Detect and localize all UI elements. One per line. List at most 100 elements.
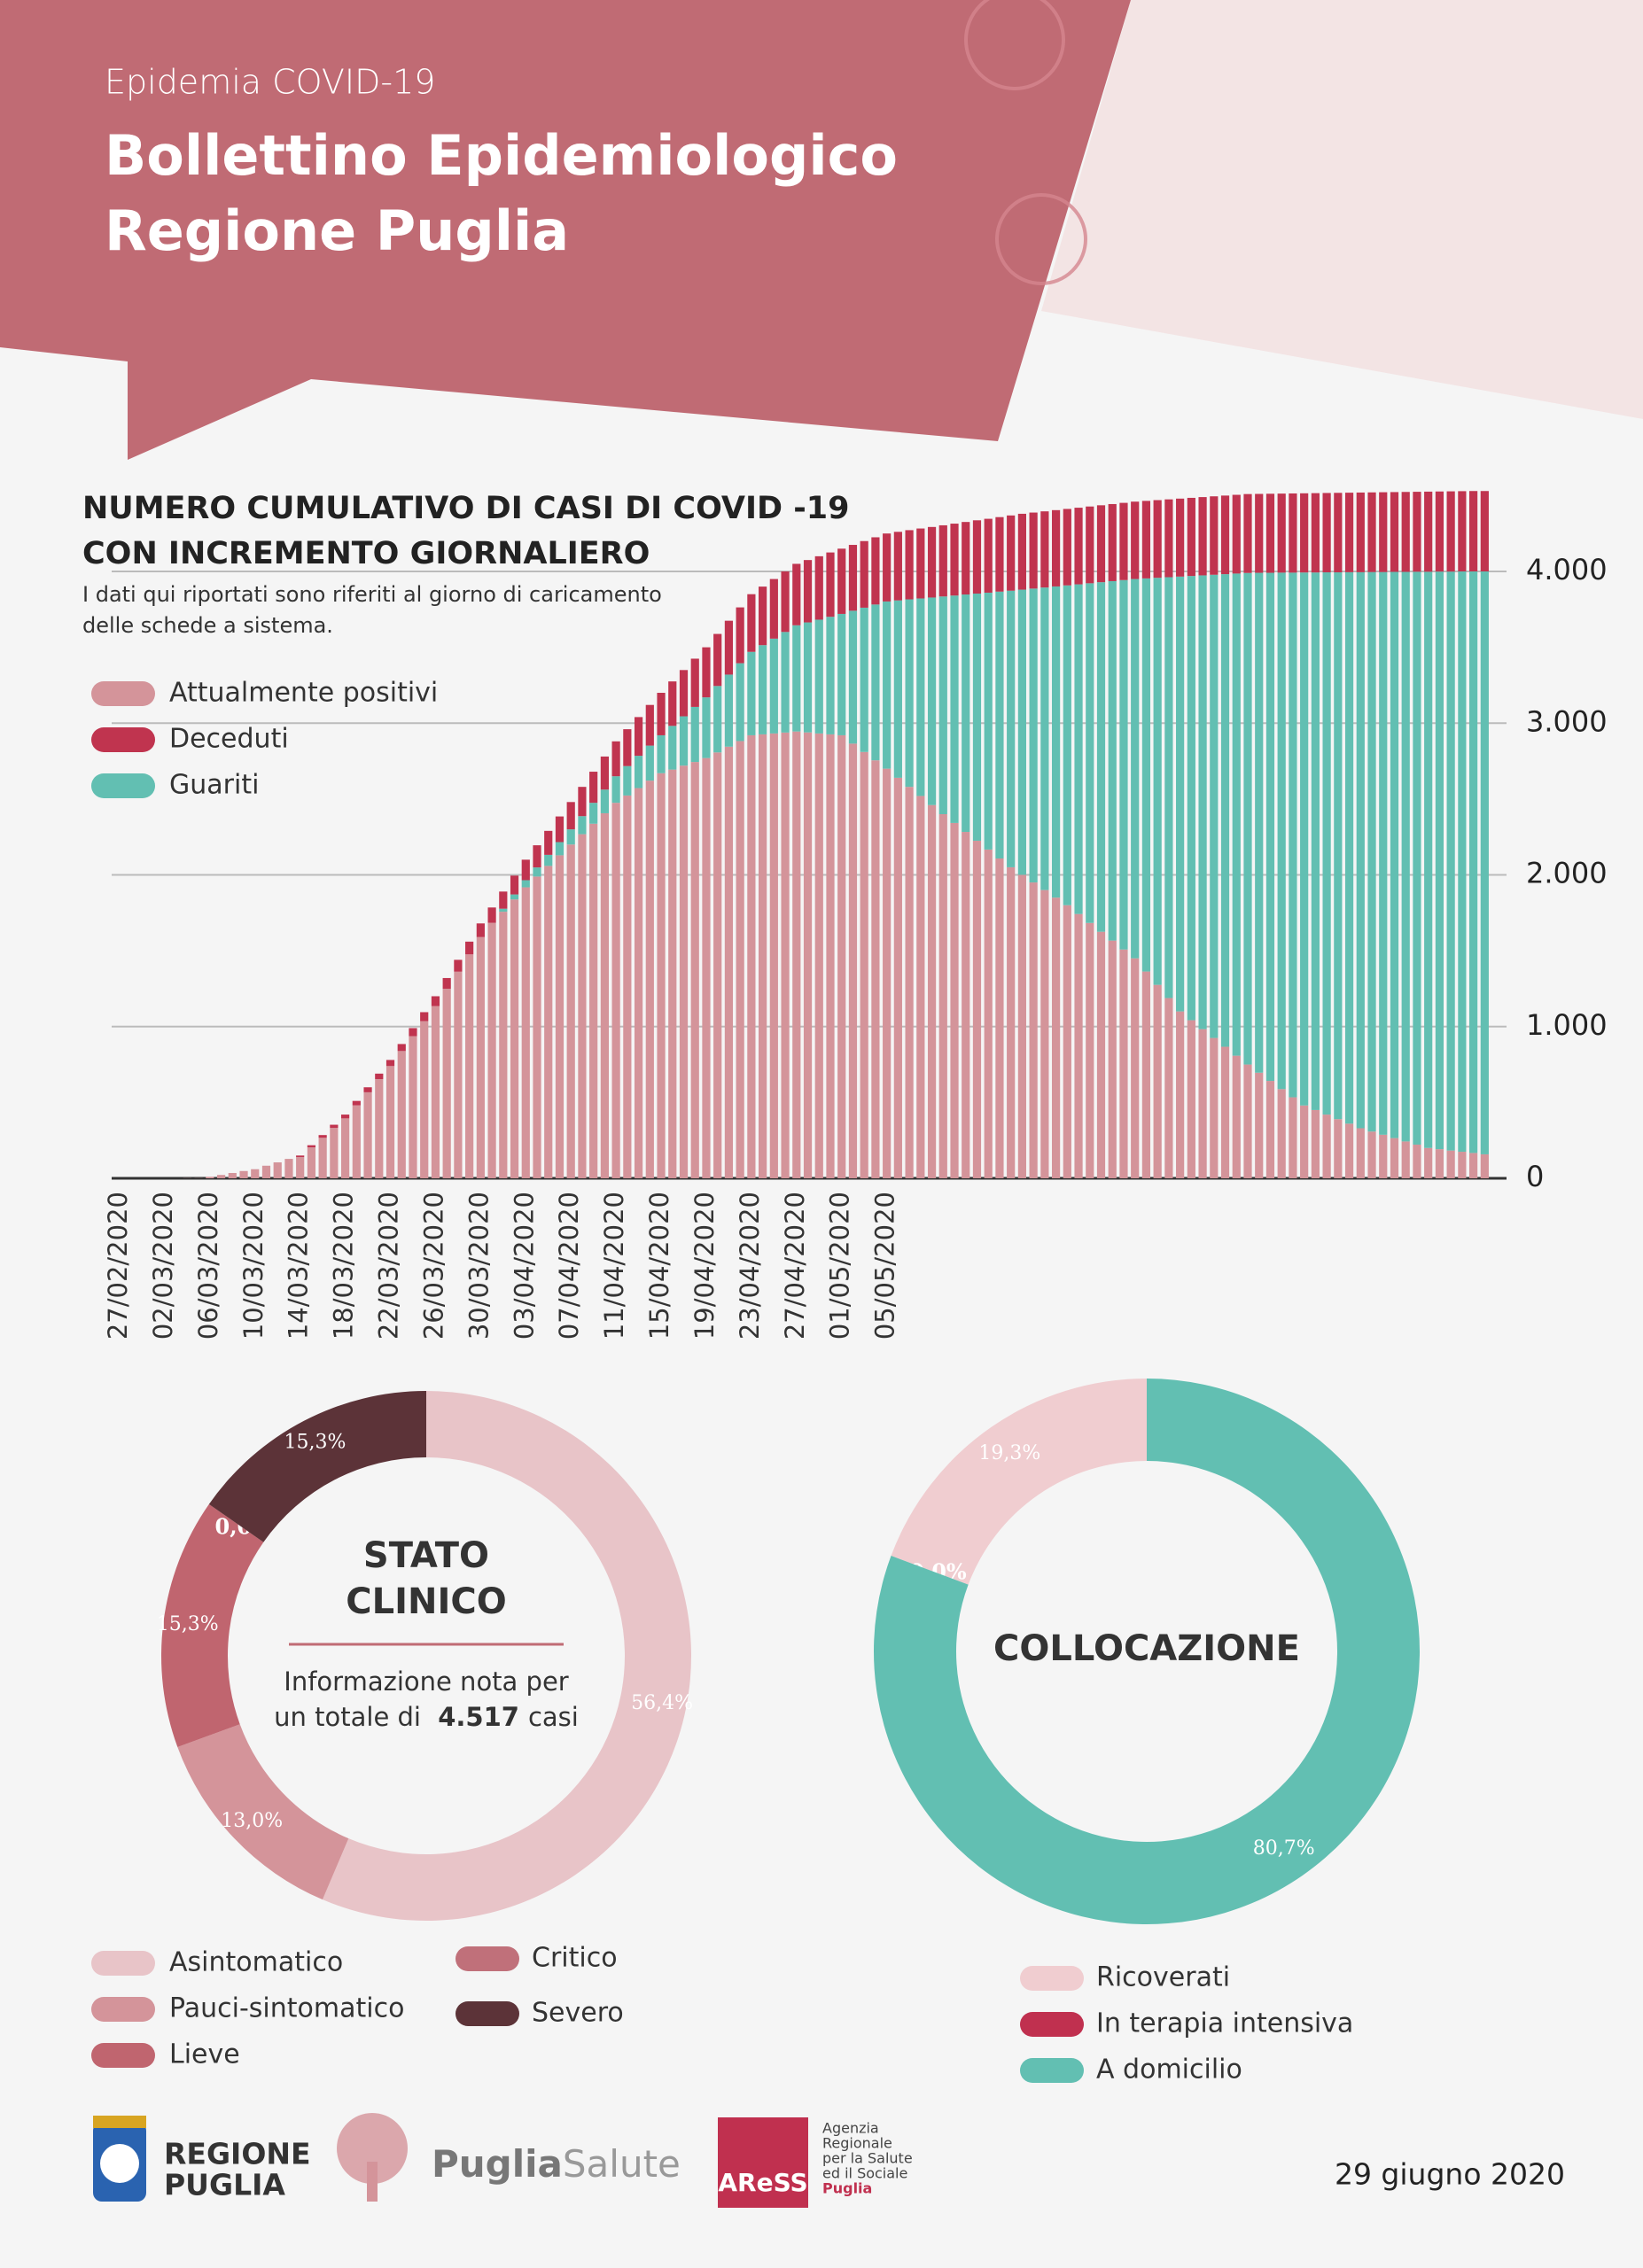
legend-swatch — [1020, 2058, 1084, 2083]
bar-segment — [1390, 571, 1399, 1138]
bar-segment — [1435, 1149, 1444, 1178]
bar-segment — [871, 760, 880, 1178]
bar-segment — [1458, 491, 1467, 571]
bar-segment — [1119, 579, 1128, 950]
bar-segment — [341, 1115, 350, 1119]
x-tick-label: 06/03/2020 — [193, 1192, 223, 1340]
bar-segment — [883, 768, 892, 1178]
bar-segment — [1390, 1138, 1399, 1178]
bar-segment — [1255, 493, 1264, 573]
bar-segment — [747, 734, 756, 1178]
bar-segment — [1007, 866, 1016, 1178]
bar-segment — [860, 607, 868, 752]
bar-segment — [611, 803, 620, 1178]
bar-segment — [409, 1028, 417, 1037]
logo-text: AReSS — [718, 2168, 807, 2197]
bar-segment — [521, 880, 530, 888]
bar-segment — [690, 762, 699, 1178]
bar-segment — [341, 1118, 350, 1178]
bar-segment — [420, 1021, 429, 1178]
logo-text: per la Salute — [822, 2150, 913, 2167]
bar-segment — [724, 746, 734, 1178]
legend-label: Ricoverati — [1096, 1962, 1230, 1993]
legend-swatch — [456, 1946, 519, 1971]
value-label: 80,7% — [1253, 1837, 1315, 1860]
bar-segment — [848, 743, 858, 1178]
bar-segment — [1198, 497, 1207, 576]
bar-segment — [668, 726, 677, 770]
x-tick-label: 15/04/2020 — [644, 1192, 674, 1340]
bar-segment — [950, 822, 959, 1178]
legend-label: Severo — [532, 1998, 624, 2029]
header-bg-light — [1041, 0, 1643, 419]
bar-segment — [1311, 572, 1320, 1110]
bar-segment — [1040, 889, 1049, 1178]
bar-segment — [1176, 1011, 1185, 1178]
x-tick-label: 22/03/2020 — [374, 1192, 404, 1340]
virus-icons — [964, 0, 1087, 285]
bar-segment — [397, 1051, 406, 1178]
bar-segment — [668, 769, 677, 1178]
legend-swatch — [91, 1997, 155, 2022]
bar-segment — [781, 571, 790, 633]
bar-segment — [690, 658, 699, 707]
aress-logo — [718, 2117, 808, 2208]
bar-segment — [1311, 493, 1320, 573]
x-tick-label: 05/05/2020 — [870, 1192, 900, 1340]
bar-segment — [1108, 940, 1117, 1178]
x-tick-label: 30/03/2020 — [463, 1192, 494, 1340]
bar-segment — [916, 598, 925, 796]
bar-segment — [1187, 1020, 1195, 1178]
bar-segment — [544, 854, 553, 866]
bar-segment — [1198, 1029, 1207, 1178]
legend-label: Deceduti — [169, 724, 289, 755]
x-tick-label: 07/04/2020 — [554, 1192, 584, 1340]
x-tick-label: 23/04/2020 — [735, 1192, 765, 1340]
bar-segment — [803, 622, 813, 733]
bar-segment — [1086, 922, 1094, 1178]
bar-segment — [307, 1145, 316, 1148]
logo-text: Puglia — [432, 2142, 563, 2186]
bar-segment — [1210, 1037, 1219, 1178]
legend-label: Pauci-sintomatico — [169, 1993, 404, 2024]
bar-segment — [1401, 492, 1410, 572]
chart-subtitle: I dati qui riportati sono riferiti al gi… — [82, 582, 662, 607]
bar-segment — [307, 1147, 316, 1178]
bar-segment — [634, 717, 643, 757]
bar-segment — [600, 812, 609, 1178]
date: 29 giugno 2020 — [1335, 2157, 1565, 2192]
bar-segment — [962, 594, 970, 833]
bar-segment — [1141, 501, 1151, 579]
bar-segment — [296, 1157, 305, 1178]
donut-segment — [208, 1391, 426, 1542]
bar-segment — [566, 802, 575, 830]
bar-segment — [1334, 493, 1343, 573]
donut-segment — [160, 1503, 264, 1748]
logo-text: Salute — [563, 2142, 681, 2186]
total: 4.517 — [438, 1702, 519, 1732]
bar-segment — [826, 617, 835, 734]
bar-segment — [330, 1128, 339, 1178]
bar-segment — [1063, 585, 1071, 905]
bar-segment — [318, 1135, 327, 1138]
bar-segment — [600, 756, 609, 790]
bar-segment — [905, 599, 914, 788]
bar-segment — [1300, 1105, 1309, 1178]
bar-segment — [1232, 494, 1241, 574]
bar-segment — [1243, 1064, 1252, 1178]
bar-segment — [984, 592, 993, 850]
bar-segment — [1153, 500, 1162, 579]
bar-segment — [1063, 509, 1071, 586]
bar-segment — [375, 1073, 384, 1080]
bar-segment — [837, 613, 846, 735]
bar-segment — [1424, 1147, 1433, 1178]
bar-segment — [555, 816, 565, 843]
y-tick-label: 3.000 — [1526, 704, 1608, 738]
bar-segment — [938, 524, 947, 597]
bar-segment — [499, 912, 508, 1178]
bar-segment — [1277, 1089, 1286, 1178]
bar-segment — [1367, 492, 1376, 572]
bar-segment — [679, 765, 689, 1178]
bar-segment — [657, 693, 666, 735]
value-label: 19,3% — [978, 1442, 1040, 1464]
